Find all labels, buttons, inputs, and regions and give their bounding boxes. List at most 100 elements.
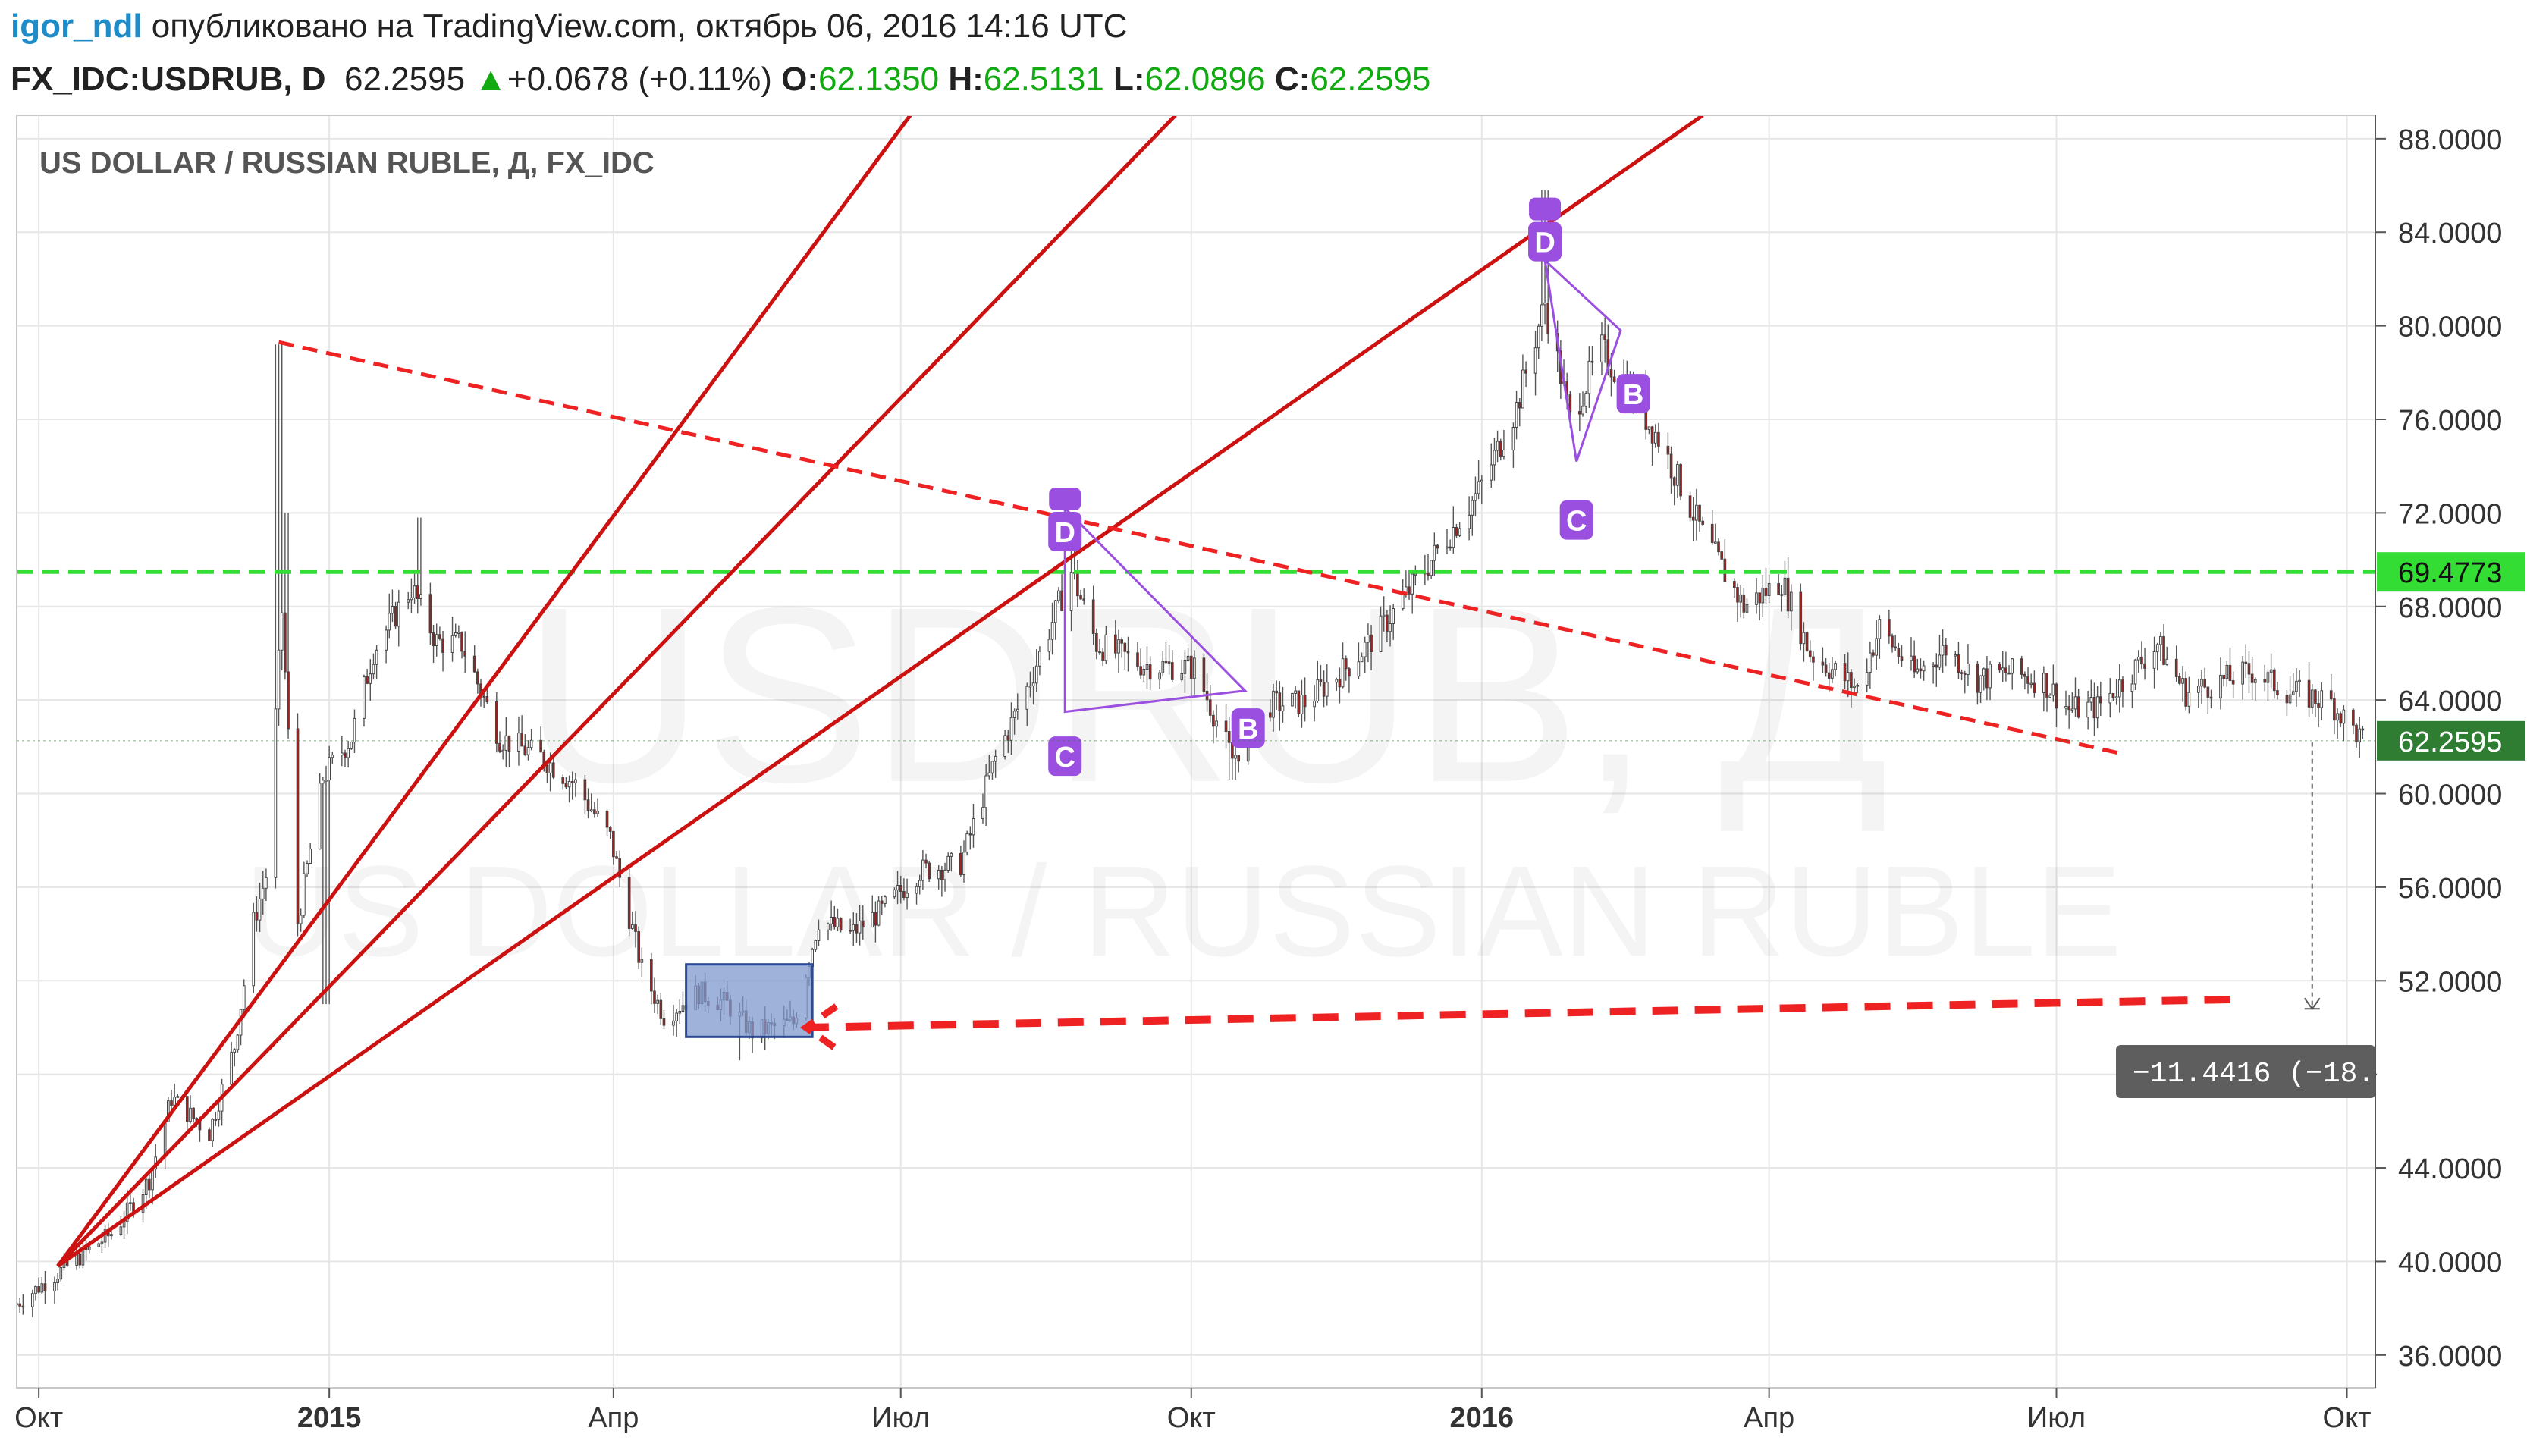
candle-body	[2203, 679, 2207, 688]
candle-body	[1455, 526, 1458, 536]
symbol-name: FX_IDC:USDRUB, D	[11, 61, 326, 98]
candle-body	[192, 1107, 195, 1119]
candle-body	[1932, 664, 1935, 667]
candle-body	[43, 1283, 47, 1291]
candle-body	[2086, 701, 2089, 718]
drawings[interactable]: D C B D C B	[17, 115, 2375, 1268]
candle-body	[1458, 528, 1461, 536]
x-axis[interactable]: Окт 2015 Апр Июл Окт 2016 Апр Июл Окт	[14, 1388, 2372, 1434]
candle-body	[1897, 648, 1901, 657]
candle-body	[593, 809, 596, 814]
candle-body	[1490, 464, 1493, 481]
candle-body	[1170, 662, 1174, 680]
candle-body	[659, 999, 663, 1019]
candle-body	[97, 1243, 101, 1247]
candle-body	[1012, 711, 1016, 718]
y-tick-label: 52.0000	[2398, 966, 2502, 998]
candle-body	[1831, 669, 1834, 679]
candle-body	[561, 777, 565, 784]
candle-body	[100, 1241, 104, 1244]
candle-body	[265, 877, 268, 889]
pattern-label: C	[1054, 742, 1075, 774]
candles	[17, 190, 2365, 1318]
candle-body	[918, 880, 921, 887]
candle-body	[962, 852, 965, 876]
candle-body	[1546, 303, 1550, 334]
candle-body	[185, 1096, 189, 1122]
pattern-label-tag	[1049, 488, 1081, 511]
candle-body	[1477, 481, 1480, 494]
candle-body	[1989, 664, 1992, 689]
candle-body	[2048, 695, 2052, 698]
candle-body	[1370, 634, 1373, 653]
candle-body	[2055, 683, 2058, 709]
candle-body	[2033, 682, 2036, 693]
candle-body	[520, 733, 523, 747]
candle-body	[1411, 573, 1414, 595]
candle-body	[1736, 587, 1739, 603]
candle-body	[1341, 658, 1345, 688]
trend-line	[56, 115, 1704, 1268]
candle-body	[915, 886, 918, 894]
candle-body	[1446, 546, 1449, 549]
candle-body	[1148, 664, 1152, 680]
candle-body	[1452, 526, 1455, 548]
candle-body	[1436, 544, 1439, 549]
candle-body	[672, 1020, 675, 1026]
candle-body	[2007, 672, 2011, 675]
candle-body	[1850, 672, 1853, 689]
candle-body	[858, 920, 862, 934]
candle-body	[2231, 679, 2235, 685]
grid	[17, 115, 2375, 1388]
candle-body	[839, 918, 843, 931]
candle-body	[1919, 668, 1923, 672]
candle-body	[950, 852, 953, 857]
pattern-label: D	[1054, 517, 1075, 549]
candle-body	[2070, 708, 2074, 711]
candle-body	[2111, 692, 2115, 698]
candle-body	[1009, 717, 1013, 741]
candle-body	[2219, 674, 2222, 698]
y-tick-label: 44.0000	[2398, 1153, 2502, 1185]
up-arrow-icon: ▲	[474, 61, 507, 98]
candle-body	[1650, 426, 1654, 444]
candle-body	[1095, 632, 1098, 652]
candle-body	[53, 1282, 56, 1291]
candle-body	[1297, 690, 1301, 714]
candle-body	[2263, 679, 2267, 683]
candle-body	[2121, 679, 2124, 692]
pattern-label: C	[1566, 506, 1587, 538]
candle-body	[1104, 634, 1108, 661]
candle-body	[959, 852, 962, 876]
candle-body	[1515, 402, 1518, 428]
candle-body	[325, 780, 328, 782]
publish-text: опубликовано на TradingView.com, октябрь…	[151, 8, 1128, 45]
candle-body	[1935, 664, 1938, 668]
candle-body	[1338, 679, 1342, 688]
candle-body	[125, 1202, 129, 1222]
candle-body	[2117, 679, 2121, 698]
author-link[interactable]: igor_ndl	[11, 8, 143, 45]
publish-info: igor_ndl опубликовано на TradingView.com…	[11, 8, 1127, 46]
candle-body	[1348, 668, 1351, 677]
pattern-label-bg	[1616, 374, 1650, 414]
candle-body	[2130, 683, 2134, 692]
candle-body	[1363, 642, 1367, 657]
candle-body	[1344, 658, 1348, 670]
last-price-label: 62.2595	[2398, 726, 2502, 758]
candle-body	[1281, 705, 1285, 712]
candle-body	[1590, 360, 1594, 363]
candle-body	[1136, 652, 1139, 667]
candle-body	[1275, 690, 1278, 694]
candle-body	[2073, 696, 2077, 710]
price-change: +0.0678 (+0.11%)	[507, 61, 772, 98]
candle-body	[2155, 644, 2159, 653]
candle-body	[366, 676, 369, 684]
candle-body	[2020, 658, 2023, 675]
candle-body	[1922, 665, 1926, 672]
candle-body	[981, 807, 984, 820]
candle-body	[1720, 551, 1724, 560]
pattern-label: B	[1623, 379, 1643, 411]
candle-body	[1745, 604, 1749, 613]
